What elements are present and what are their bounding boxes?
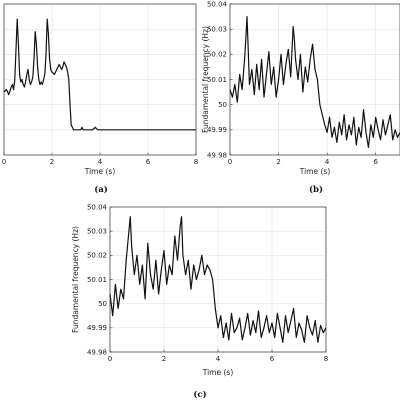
y-tick-label: 50 [98,300,107,308]
panel-caption: (b) [309,184,323,195]
y-tick-label: 50.04 [207,0,228,8]
x-tick-label: 4 [98,158,103,166]
x-axis-label: Time (s) [299,167,331,176]
panel-caption: (a) [94,184,108,195]
y-axis-label: Fundamental frequency (Hz) [201,26,210,133]
x-tick-label: 2 [162,355,166,363]
panel-caption: (c) [193,389,206,400]
x-tick-label: 0 [228,158,232,166]
y-tick-label: 49.98 [87,348,107,356]
x-tick-label: 0 [108,355,112,363]
series-line-1 [109,216,327,343]
x-tick-label: 4 [216,355,221,363]
x-tick-label: 4 [325,158,330,166]
y-tick-label: 50.02 [207,51,227,59]
y-tick-label: 50.03 [207,26,227,34]
y-tick-label: 50.01 [207,76,227,84]
chart-panel-1: 0 2 4 6 8 Time (s) (a) [2,3,198,195]
chart-panel-3: 0 2 4 6 8 49.98 49.99 50 50.01 50.02 50.03 50.04 Tim… [71,203,328,400]
chart-panel-2: 0 2 4 6 49.98 49.99 50 50.01 50.02 50.03 50.04 Time… [201,0,400,195]
y-tick-label: 49.99 [87,324,107,332]
y-tick-label: 49.98 [207,151,227,159]
x-axis-label: Time (s) [202,368,234,377]
x-tick-label: 6 [146,158,151,166]
x-tick-label: 6 [270,355,275,363]
x-tick-label: 2 [50,158,54,166]
series-line-1 [3,18,196,131]
x-tick-label: 6 [373,158,378,166]
x-tick-label: 0 [2,158,6,166]
series-line-1 [229,15,400,149]
y-axis-label: Fundamental frequency (Hz) [71,226,80,333]
y-tick-label: 50.03 [87,228,107,236]
x-tick-label: 8 [194,158,198,166]
y-tick-label: 50.01 [87,276,107,284]
x-tick-label: 2 [276,158,280,166]
y-tick-label: 50.04 [87,203,108,211]
y-tick-label: 49.99 [207,126,227,134]
x-axis-label: Time (s) [84,167,116,176]
y-tick-label: 50.02 [87,252,107,260]
x-tick-label: 8 [324,355,328,363]
y-tick-label: 50 [218,101,227,109]
